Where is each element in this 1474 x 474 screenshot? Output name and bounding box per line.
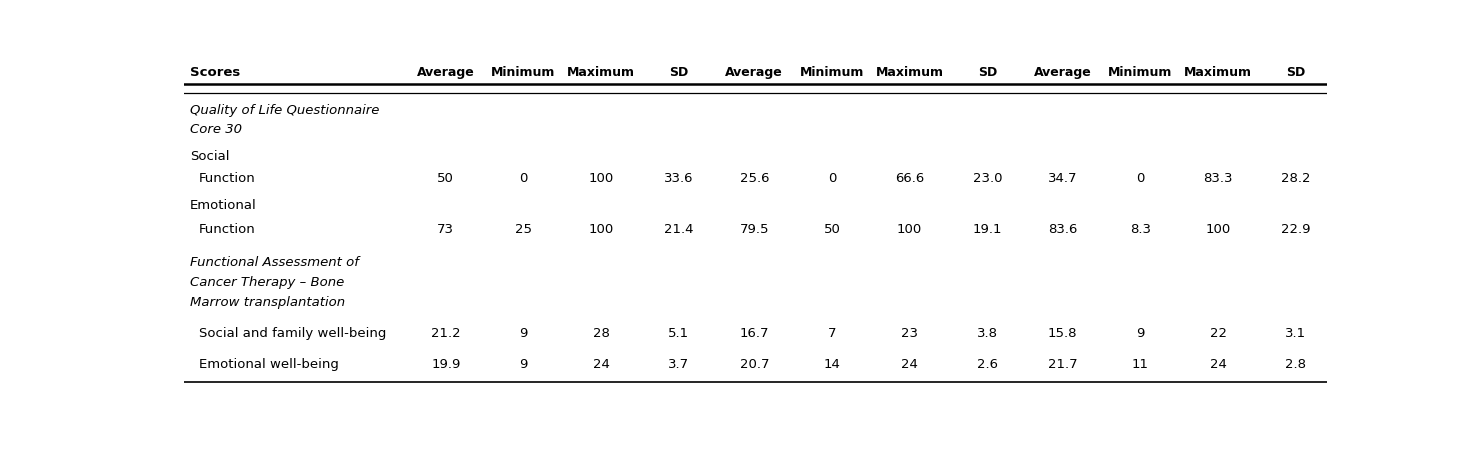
Text: 24: 24 [593, 358, 610, 371]
Text: 19.1: 19.1 [973, 223, 1002, 236]
Text: Cancer Therapy – Bone: Cancer Therapy – Bone [190, 276, 345, 289]
Text: Minimum: Minimum [800, 66, 864, 79]
Text: Social: Social [190, 150, 230, 163]
Text: 3.7: 3.7 [668, 358, 690, 371]
Text: Maximum: Maximum [1184, 66, 1251, 79]
Text: Marrow transplantation: Marrow transplantation [190, 296, 345, 309]
Text: 9: 9 [1136, 327, 1145, 340]
Text: Maximum: Maximum [876, 66, 943, 79]
Text: Average: Average [725, 66, 783, 79]
Text: SD: SD [977, 66, 996, 79]
Text: 25: 25 [514, 223, 532, 236]
Text: 5.1: 5.1 [668, 327, 690, 340]
Text: SD: SD [1287, 66, 1306, 79]
Text: Function: Function [199, 223, 256, 236]
Text: 24: 24 [1210, 358, 1226, 371]
Text: 33.6: 33.6 [665, 172, 694, 185]
Text: 20.7: 20.7 [740, 358, 769, 371]
Text: 83.6: 83.6 [1048, 223, 1077, 236]
Text: Maximum: Maximum [567, 66, 635, 79]
Text: Minimum: Minimum [491, 66, 556, 79]
Text: 16.7: 16.7 [740, 327, 769, 340]
Text: 34.7: 34.7 [1048, 172, 1077, 185]
Text: 100: 100 [588, 223, 613, 236]
Text: 23.0: 23.0 [973, 172, 1002, 185]
Text: 21.7: 21.7 [1048, 358, 1077, 371]
Text: 23: 23 [901, 327, 918, 340]
Text: 22: 22 [1210, 327, 1226, 340]
Text: Emotional: Emotional [190, 199, 256, 212]
Text: 100: 100 [1206, 223, 1231, 236]
Text: 73: 73 [438, 223, 454, 236]
Text: 24: 24 [901, 358, 918, 371]
Text: 3.8: 3.8 [977, 327, 998, 340]
Text: Emotional well-being: Emotional well-being [199, 358, 339, 371]
Text: Average: Average [417, 66, 475, 79]
Text: Core 30: Core 30 [190, 123, 242, 136]
Text: 9: 9 [519, 327, 528, 340]
Text: 21.2: 21.2 [430, 327, 461, 340]
Text: 2.8: 2.8 [1285, 358, 1306, 371]
Text: 66.6: 66.6 [895, 172, 924, 185]
Text: SD: SD [669, 66, 688, 79]
Text: Scores: Scores [190, 66, 240, 79]
Text: Functional Assessment of: Functional Assessment of [190, 256, 358, 269]
Text: 21.4: 21.4 [665, 223, 694, 236]
Text: Minimum: Minimum [1108, 66, 1173, 79]
Text: 79.5: 79.5 [740, 223, 769, 236]
Text: Social and family well-being: Social and family well-being [199, 327, 386, 340]
Text: 0: 0 [519, 172, 528, 185]
Text: 28.2: 28.2 [1281, 172, 1310, 185]
Text: 7: 7 [828, 327, 836, 340]
Text: 0: 0 [1136, 172, 1145, 185]
Text: 0: 0 [828, 172, 836, 185]
Text: Quality of Life Questionnaire: Quality of Life Questionnaire [190, 104, 379, 118]
Text: 25.6: 25.6 [740, 172, 769, 185]
Text: 9: 9 [519, 358, 528, 371]
Text: 15.8: 15.8 [1048, 327, 1077, 340]
Text: 14: 14 [824, 358, 840, 371]
Text: 100: 100 [588, 172, 613, 185]
Text: 2.6: 2.6 [977, 358, 998, 371]
Text: 11: 11 [1132, 358, 1148, 371]
Text: 22.9: 22.9 [1281, 223, 1310, 236]
Text: 28: 28 [593, 327, 610, 340]
Text: Average: Average [1033, 66, 1092, 79]
Text: Function: Function [199, 172, 256, 185]
Text: 83.3: 83.3 [1203, 172, 1232, 185]
Text: 100: 100 [898, 223, 923, 236]
Text: 50: 50 [438, 172, 454, 185]
Text: 19.9: 19.9 [432, 358, 460, 371]
Text: 3.1: 3.1 [1285, 327, 1306, 340]
Text: 8.3: 8.3 [1131, 223, 1151, 236]
Text: 50: 50 [824, 223, 840, 236]
